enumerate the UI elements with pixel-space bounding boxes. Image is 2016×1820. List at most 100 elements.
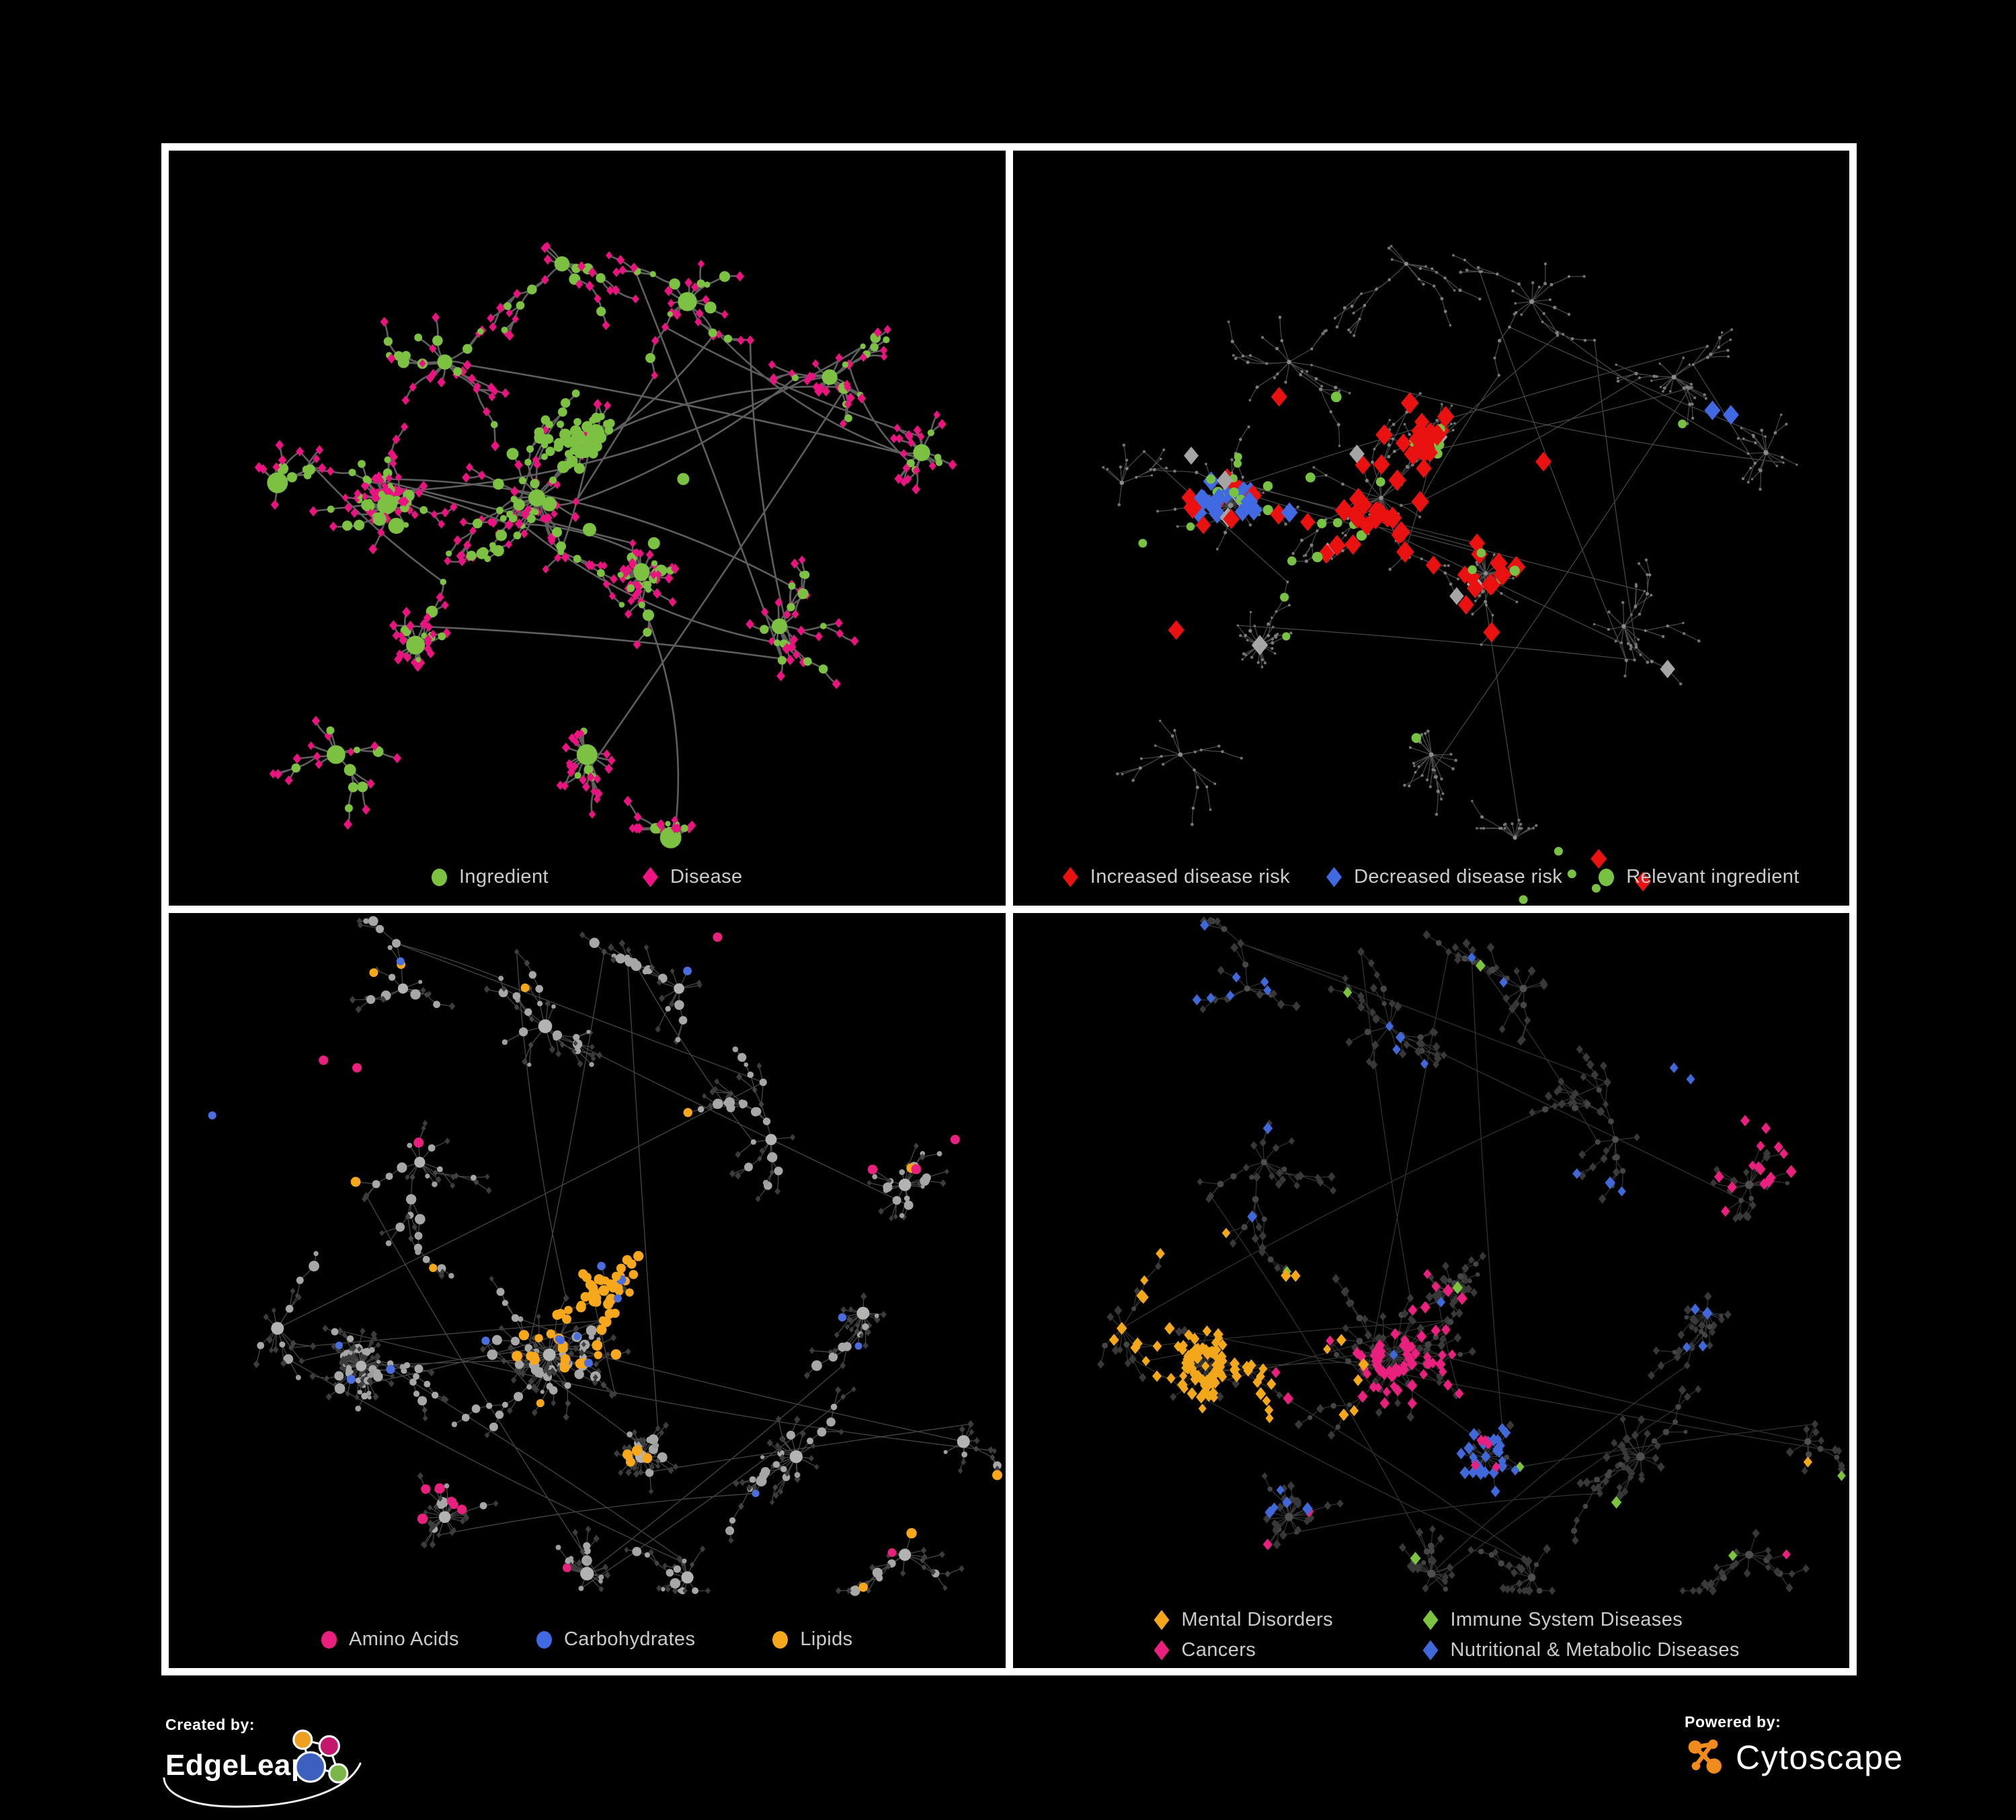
node [1668,390,1672,393]
immune-diseases-diamond-icon [1422,1610,1439,1630]
node [593,1361,599,1368]
node [471,1404,481,1413]
node [286,472,297,483]
node [528,1378,534,1385]
node [1162,448,1165,452]
node [906,459,915,468]
node [1435,418,1439,422]
node [1258,1363,1268,1374]
node [424,643,432,654]
node [1333,317,1336,320]
node [1451,767,1455,770]
node [772,1484,778,1491]
node [883,1182,893,1192]
node [1468,1347,1476,1356]
node [832,678,841,689]
node [942,1585,948,1591]
node [1193,1343,1202,1353]
node [713,932,723,942]
node [1345,1298,1353,1308]
node [577,1060,583,1068]
node [1601,1476,1609,1486]
node [1708,1328,1716,1337]
node [856,1306,870,1320]
node [514,949,520,955]
node [697,260,705,268]
node [526,445,534,453]
node [887,1548,897,1557]
node [678,292,697,311]
node [843,379,851,389]
node [1316,1404,1324,1414]
node [491,1335,502,1345]
node [1537,285,1541,289]
node [1542,1544,1551,1554]
node [362,475,370,483]
node [872,1174,878,1180]
node [617,571,624,578]
node [1517,1564,1525,1575]
node [1194,471,1199,475]
node [1215,1392,1224,1402]
node [1567,313,1570,316]
node [527,284,537,294]
node [1197,1178,1203,1186]
node [774,1187,780,1195]
node [549,476,557,484]
node [1463,258,1466,262]
node [906,1528,917,1539]
node [866,1322,873,1329]
node [1252,1172,1260,1182]
node [1451,253,1455,257]
node [1336,1499,1344,1508]
node [1706,1324,1713,1330]
node [783,610,791,619]
node [487,517,494,526]
node [1480,589,1485,594]
node [671,816,678,824]
node [1248,1175,1254,1180]
node [1682,632,1685,635]
node [1179,1383,1188,1394]
node [768,637,775,646]
node [608,1283,618,1293]
node [1742,1211,1750,1220]
node [1603,1077,1611,1087]
node [508,1344,514,1351]
node [1416,1344,1423,1353]
node [1457,565,1472,584]
node [627,1431,633,1437]
node [1614,363,1617,366]
node [588,1334,594,1340]
node [1388,419,1391,422]
node [532,508,539,516]
node [501,1401,508,1408]
immune-diseases-label: Immune System Diseases [1450,1609,1683,1630]
node [513,288,521,299]
node [572,1563,578,1571]
node [1371,1040,1379,1050]
node [576,1558,583,1567]
node [1407,1315,1414,1323]
node [1758,487,1762,491]
node [1390,258,1394,261]
node [1182,1353,1194,1367]
node [1717,346,1720,349]
node [1375,1333,1383,1342]
node [1294,1526,1301,1535]
node [1379,1368,1389,1380]
panel-frame: Ingredient Disease Increased disease ris… [161,143,1857,1675]
node [934,454,942,461]
node [1681,621,1685,625]
base-nodes [1096,916,1845,1596]
node [732,1046,739,1052]
node [1369,983,1377,993]
node [1300,370,1303,373]
node [604,763,613,774]
node [423,612,432,623]
node [864,1328,872,1337]
node [274,768,282,780]
node [392,631,401,641]
node [750,1139,756,1145]
node [1510,289,1515,292]
